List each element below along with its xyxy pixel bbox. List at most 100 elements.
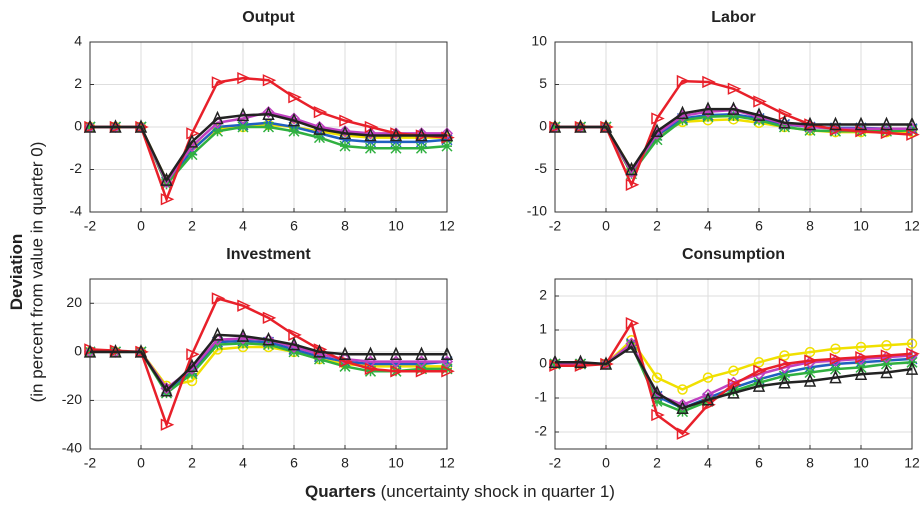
marker: [625, 178, 640, 191]
marker: [440, 127, 454, 142]
marker: [390, 142, 402, 154]
marker: [880, 349, 895, 362]
marker: [599, 356, 613, 370]
marker: [548, 354, 562, 369]
marker: [676, 427, 691, 440]
y-tick-label: 2: [539, 287, 547, 303]
marker: [288, 328, 302, 342]
marker: [906, 128, 920, 141]
marker: [160, 172, 173, 186]
marker: [84, 120, 98, 134]
marker: [701, 101, 715, 115]
marker: [185, 358, 199, 373]
marker: [185, 134, 199, 148]
marker: [134, 344, 148, 358]
series-line: [555, 79, 913, 189]
marker: [287, 336, 301, 351]
marker: [650, 385, 664, 399]
marker: [880, 126, 895, 140]
marker: [83, 119, 97, 133]
x-tick-label: 0: [602, 455, 610, 471]
x-tick-label: 10: [388, 218, 404, 234]
marker: [778, 374, 791, 389]
marker: [753, 357, 765, 368]
x-tick-label: 0: [602, 218, 610, 234]
x-tick-label: 2: [653, 218, 661, 234]
marker: [829, 352, 844, 366]
marker: [262, 331, 275, 346]
x-tick-label: -2: [84, 218, 97, 234]
series-line: [555, 107, 912, 172]
marker: [236, 328, 250, 342]
x-tick-label: 2: [188, 218, 196, 234]
marker: [83, 344, 97, 358]
marker: [211, 125, 224, 137]
marker: [651, 112, 665, 125]
series-line: [555, 320, 913, 436]
y-tick-label: -2: [70, 160, 83, 176]
marker: [830, 343, 841, 354]
marker: [160, 418, 175, 431]
marker: [134, 119, 148, 133]
marker: [905, 361, 919, 375]
marker: [548, 119, 562, 133]
marker: [574, 119, 587, 133]
y-tick-label: 20: [66, 294, 82, 310]
y-tick-label: 4: [74, 33, 82, 49]
marker: [829, 363, 842, 375]
marker: [727, 101, 740, 115]
y-tick-label: -40: [62, 440, 82, 456]
marker: [441, 365, 455, 378]
marker: [262, 311, 277, 325]
marker: [262, 74, 277, 87]
x-tick-label: 12: [904, 218, 920, 234]
y-tick-label: 2: [74, 75, 82, 91]
marker: [753, 364, 767, 377]
x-tick-label: 0: [137, 218, 145, 234]
marker: [676, 74, 691, 88]
marker: [677, 384, 688, 395]
y-tick-label: 10: [531, 33, 547, 49]
x-tick-label: 10: [388, 455, 404, 471]
subplot-title: Investment: [226, 246, 311, 263]
marker: [753, 95, 767, 108]
marker: [881, 340, 892, 351]
x-tick-label: 10: [853, 455, 869, 471]
x-tick-label: 8: [806, 455, 814, 471]
x-tick-label: 6: [755, 218, 763, 234]
x-tick-label: 0: [137, 455, 145, 471]
marker: [676, 398, 689, 411]
marker: [390, 365, 404, 378]
marker: [262, 106, 275, 120]
marker: [160, 193, 175, 206]
marker: [339, 114, 353, 127]
y-tick-label: -4: [70, 203, 83, 219]
marker: [701, 391, 715, 406]
marker: [880, 358, 893, 370]
series-line: [90, 333, 447, 393]
marker: [752, 107, 766, 121]
marker: [778, 357, 793, 371]
marker: [854, 116, 868, 131]
marker: [415, 346, 428, 361]
marker: [804, 124, 816, 136]
y-axis-label-detail: (in percent from value in quarter 0): [27, 142, 46, 403]
y-tick-label: 0: [539, 355, 547, 371]
x-tick-label: -2: [84, 455, 97, 471]
marker: [338, 125, 352, 140]
marker: [364, 346, 377, 361]
marker: [415, 365, 430, 378]
y-axis-label: Deviation: [7, 234, 26, 311]
y-tick-label: -5: [535, 160, 548, 176]
marker: [676, 406, 689, 418]
x-tick-label: 12: [439, 218, 455, 234]
y-tick-label: -20: [62, 391, 82, 407]
marker: [728, 365, 739, 377]
marker: [211, 327, 224, 341]
x-tick-label: 6: [290, 218, 298, 234]
marker: [211, 110, 224, 125]
marker: [880, 125, 893, 137]
x-tick-label: 4: [239, 218, 247, 234]
subplot: -2 0 2 4 6 8 10 12 -10 -5 0 5 10 Labor: [527, 9, 920, 233]
